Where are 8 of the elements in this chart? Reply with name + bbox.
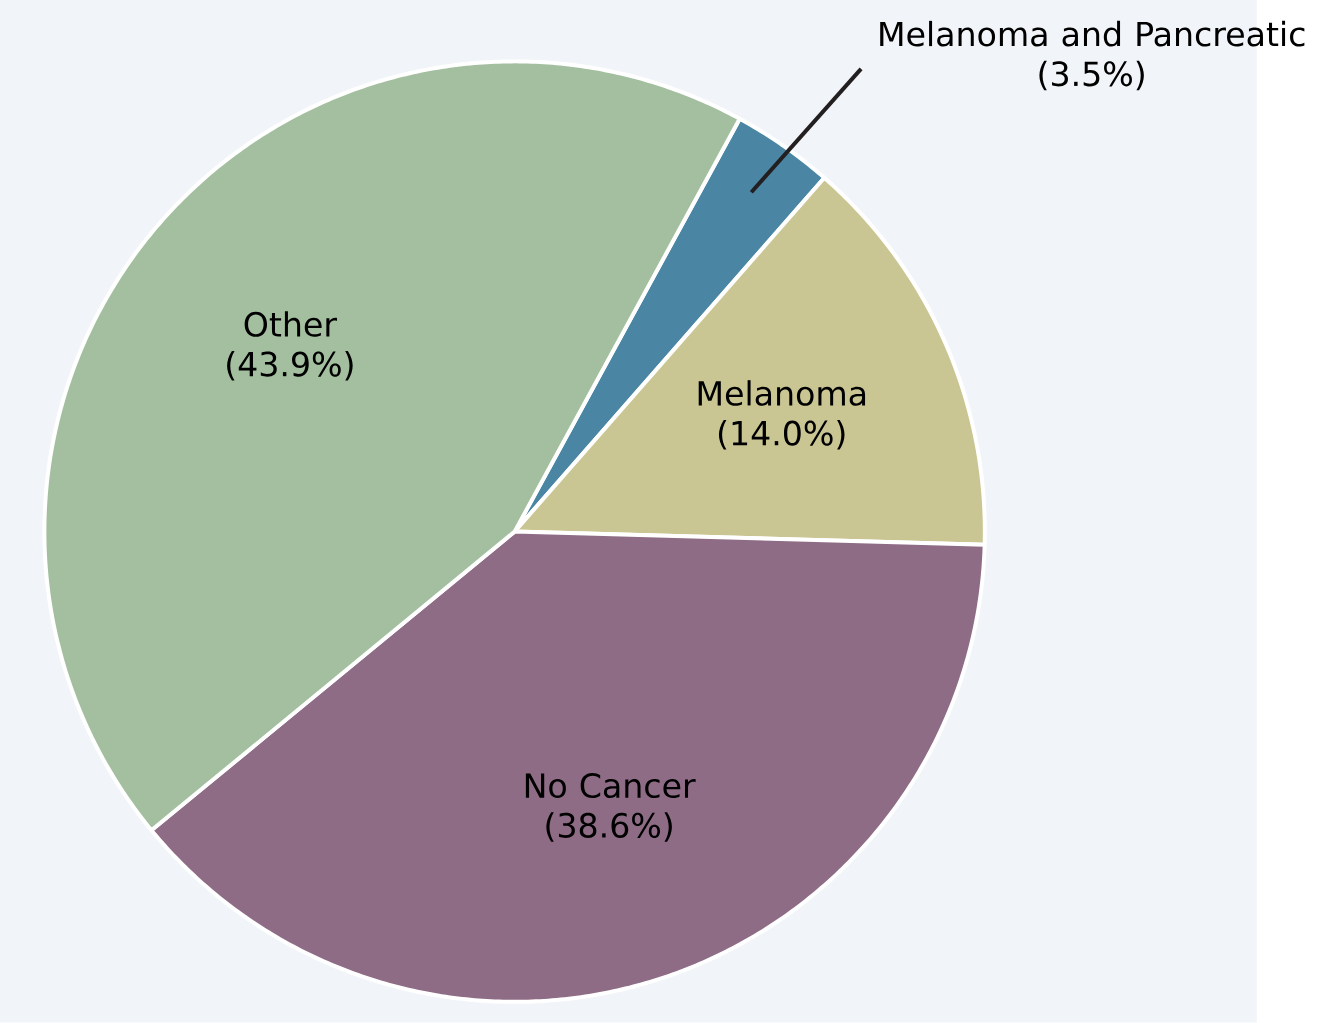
slice-label: Melanoma and Pancreatic: [880, 21, 1305, 47]
data-label: (43.9%): [227, 351, 353, 381]
slice-label: No Cancer: [525, 773, 696, 799]
slice-label: Melanoma: [698, 380, 866, 407]
data-label: (14.0%): [718, 420, 845, 450]
data-label: (3.5%): [1039, 60, 1144, 91]
data-label: (38.6%): [546, 812, 672, 843]
slice-label: Other: [244, 311, 337, 338]
